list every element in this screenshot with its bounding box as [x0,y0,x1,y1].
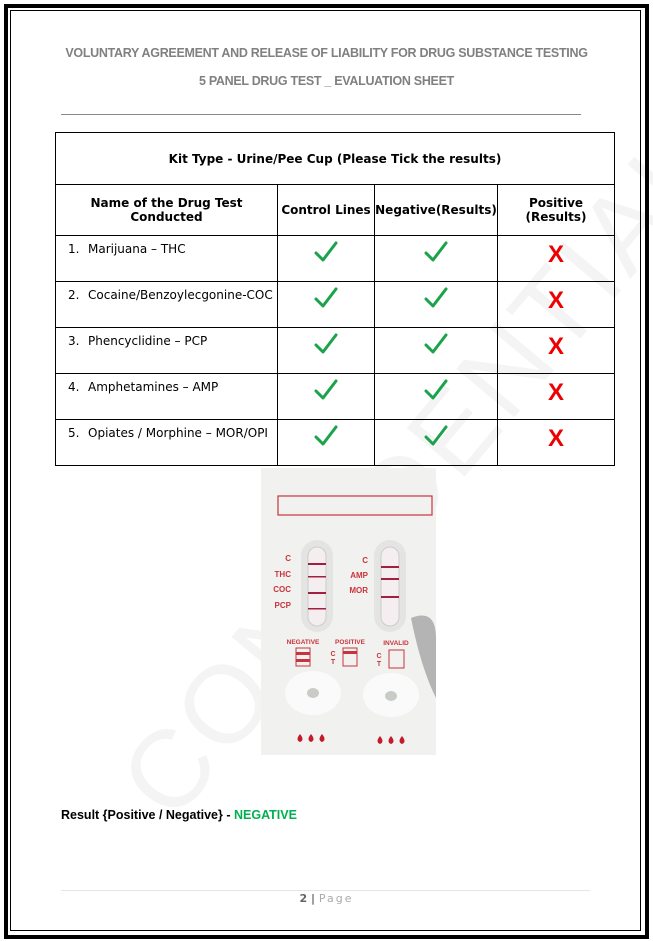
page-border-inner [10,10,641,931]
cross-mark: X [547,333,564,360]
column-header: Positive (Results) [497,184,615,236]
cross-mark: X [547,379,564,406]
control-lines-cell [277,235,375,282]
column-header: Name of the Drug Test Conducted [55,184,278,236]
kit-label: C [285,554,291,563]
result-line: Result {Positive / Negative} - NEGATIVE [61,808,297,822]
kit-label: C [376,653,381,660]
checkmark-icon [424,241,448,262]
checkmark-icon [424,287,448,308]
kit-label: INVALID [383,640,409,647]
result-value: NEGATIVE [233,808,297,822]
control-lines-cell [277,419,375,466]
kit-label: POSITIVE [335,639,366,646]
drug-name: Marijuana – THC [88,242,186,256]
kit-label: THC [275,570,292,579]
drug-name-cell: 3. Phencyclidine – PCP [55,327,278,374]
document-subtitle: 5 PANEL DRUG TEST _ EVALUATION SHEET [199,74,454,88]
column-header: Control Lines [277,184,375,236]
document-title: VOLUNTARY AGREEMENT AND RELEASE OF LIABI… [65,46,588,60]
positive-cell: X [497,235,615,282]
drug-name: Opiates / Morphine – MOR/OPI [88,426,268,440]
row-number: 2. [68,288,80,302]
kit-label: COC [273,585,291,594]
checkmark-icon [314,379,338,400]
page-label: Page [318,892,354,905]
table-row: 5. Opiates / Morphine – MOR/OPI X [55,419,615,466]
negative-cell [374,419,498,466]
drug-name-cell: 5. Opiates / Morphine – MOR/OPI [55,419,278,466]
cross-mark: X [547,425,564,452]
positive-cell: X [497,327,615,374]
checkmark-icon [314,425,338,446]
footer-divider [61,890,590,891]
footer-separator: | [307,892,319,905]
row-number: 5. [68,426,80,440]
kit-label: MOR [349,586,368,595]
checkmark-icon [424,425,448,446]
result-label: Result {Positive / Negative} - [61,808,234,822]
positive-cell: X [497,419,615,466]
row-number: 4. [68,380,80,394]
table-row: 4. Amphetamines – AMP X [55,373,615,420]
negative-cell [374,373,498,420]
column-header: Negative(Results) [374,184,498,236]
negative-cell [374,281,498,328]
drug-name-cell: 4. Amphetamines – AMP [55,373,278,420]
page-border [4,4,649,939]
negative-cell [374,327,498,374]
kit-label: T [331,659,336,666]
kit-label: PCP [275,601,292,610]
control-lines-cell [277,373,375,420]
table-row: 2. Cocaine/Benzoylecgonine-COC X [55,281,615,328]
positive-cell: X [497,373,615,420]
row-number: 1. [68,242,80,256]
table-row: 3. Phencyclidine – PCP X [55,327,615,374]
negative-cell [374,235,498,282]
kit-label: NEGATIVE [287,639,320,646]
page-footer: 2 | Page [0,892,653,905]
checkmark-icon [314,241,338,262]
checkmark-icon [424,333,448,354]
kit-label: C [330,651,335,658]
control-lines-cell [277,281,375,328]
checkmark-icon [424,379,448,400]
kit-label: T [377,661,382,668]
table-row: 1. Marijuana – THC X [55,235,615,282]
kit-label: AMP [350,571,368,580]
row-number: 3. [68,334,80,348]
checkmark-icon [314,287,338,308]
drug-test-kit-photo: C THC COC PCP C AMP MOR NEGATIVE POSITIVE INVALID… [261,468,436,755]
drug-name-cell: 2. Cocaine/Benzoylecgonine-COC [55,281,278,328]
cross-mark: X [547,241,564,268]
kit-label: C [362,556,368,565]
control-lines-cell [277,327,375,374]
checkmark-icon [314,333,338,354]
positive-cell: X [497,281,615,328]
page-number: 2 [299,892,308,905]
drug-name-cell: 1. Marijuana – THC [55,235,278,282]
results-table: Kit Type - Urine/Pee Cup (Please Tick th… [55,132,615,466]
drug-name: Phencyclidine – PCP [88,334,208,348]
drug-name: Amphetamines – AMP [88,380,219,394]
divider [61,114,581,115]
drug-name: Cocaine/Benzoylecgonine-COC [88,288,273,302]
kit-type: Kit Type - Urine/Pee Cup (Please Tick th… [55,132,615,185]
cross-mark: X [547,287,564,314]
